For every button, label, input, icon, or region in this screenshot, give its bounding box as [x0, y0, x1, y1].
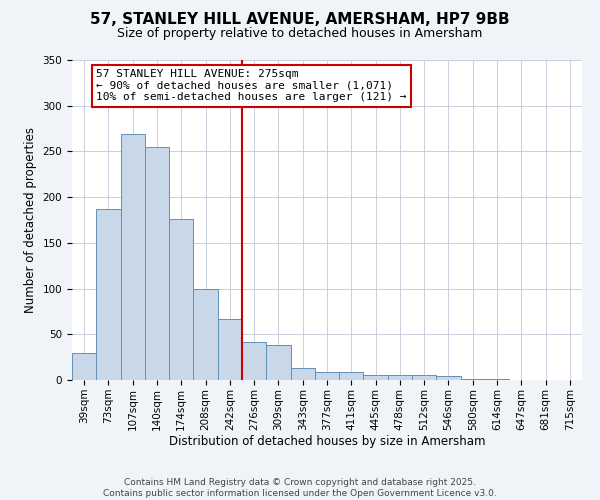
- Text: Contains HM Land Registry data © Crown copyright and database right 2025.
Contai: Contains HM Land Registry data © Crown c…: [103, 478, 497, 498]
- Bar: [145, 147, 169, 380]
- Bar: [242, 342, 266, 380]
- Bar: [485, 379, 509, 380]
- Bar: [266, 346, 290, 380]
- Bar: [290, 368, 315, 380]
- Text: 57 STANLEY HILL AVENUE: 275sqm
← 90% of detached houses are smaller (1,071)
10% : 57 STANLEY HILL AVENUE: 275sqm ← 90% of …: [96, 69, 407, 102]
- Bar: [315, 372, 339, 380]
- Bar: [193, 288, 218, 380]
- Bar: [72, 354, 96, 380]
- Bar: [388, 376, 412, 380]
- Bar: [169, 219, 193, 380]
- Bar: [96, 209, 121, 380]
- Bar: [461, 379, 485, 380]
- Bar: [339, 372, 364, 380]
- Text: 57, STANLEY HILL AVENUE, AMERSHAM, HP7 9BB: 57, STANLEY HILL AVENUE, AMERSHAM, HP7 9…: [90, 12, 510, 28]
- Text: Size of property relative to detached houses in Amersham: Size of property relative to detached ho…: [118, 28, 482, 40]
- X-axis label: Distribution of detached houses by size in Amersham: Distribution of detached houses by size …: [169, 436, 485, 448]
- Bar: [218, 318, 242, 380]
- Bar: [364, 374, 388, 380]
- Bar: [121, 134, 145, 380]
- Bar: [412, 376, 436, 380]
- Y-axis label: Number of detached properties: Number of detached properties: [24, 127, 37, 313]
- Bar: [436, 376, 461, 380]
